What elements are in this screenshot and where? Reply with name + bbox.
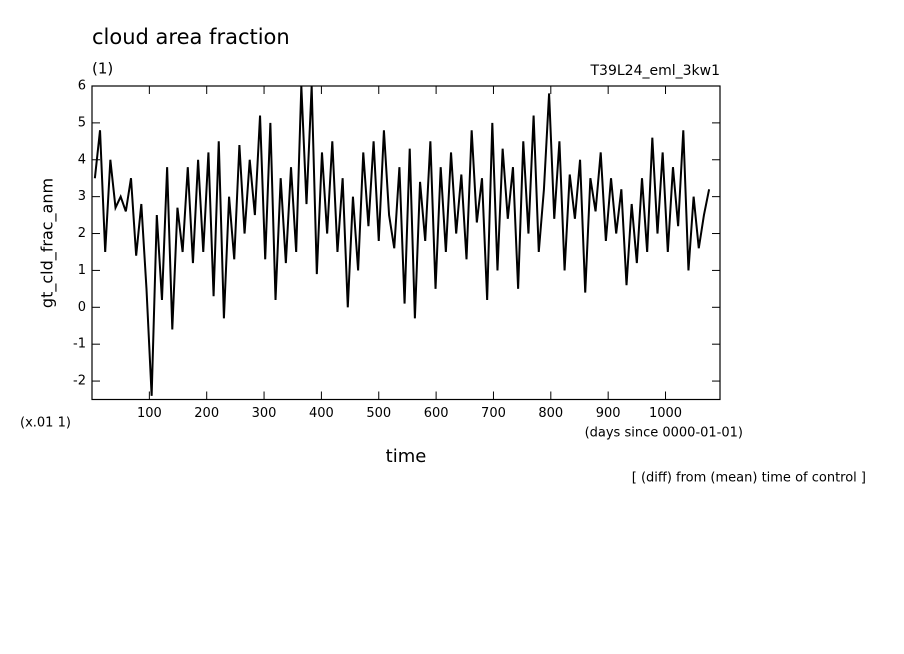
y-tick-label: -1: [73, 337, 86, 352]
x-tick-label: 600: [424, 406, 449, 421]
y-axis-label: gt_cld_frac_anm: [38, 178, 58, 308]
x-tick-label: 800: [538, 406, 563, 421]
note: [ (diff) from (mean) time of control ]: [632, 471, 866, 486]
y-tick-label: 2: [78, 226, 86, 241]
x-axis-label: time: [386, 446, 427, 467]
chart-title: cloud area fraction: [92, 25, 290, 49]
y-tick-label: 4: [78, 152, 86, 167]
x-tick-label: 300: [252, 406, 277, 421]
x-tick-label: 700: [481, 406, 506, 421]
y-tick-label: -2: [73, 374, 86, 389]
x-tick-label: 200: [194, 406, 219, 421]
x-tick-label: 100: [137, 406, 162, 421]
x-tick-label: 500: [366, 406, 391, 421]
run-label: T39L24_eml_3kw1: [590, 63, 721, 79]
y-tick-label: 6: [78, 79, 86, 94]
x-unit: (days since 0000-01-01): [585, 426, 743, 441]
x-tick-label: 900: [596, 406, 621, 421]
plot-frame: [91, 85, 721, 401]
data-line: [93, 86, 711, 396]
y-tick-label: 3: [78, 189, 86, 204]
y-tick-label: 0: [78, 300, 86, 315]
y-tick-label: 1: [78, 263, 86, 278]
x-tick-label: 400: [309, 406, 334, 421]
y-tick-label: 5: [78, 115, 86, 130]
x-tick-label: 1000: [649, 406, 682, 421]
subtitle: (1): [92, 60, 113, 78]
y-unit: (x.01 1): [20, 416, 71, 431]
